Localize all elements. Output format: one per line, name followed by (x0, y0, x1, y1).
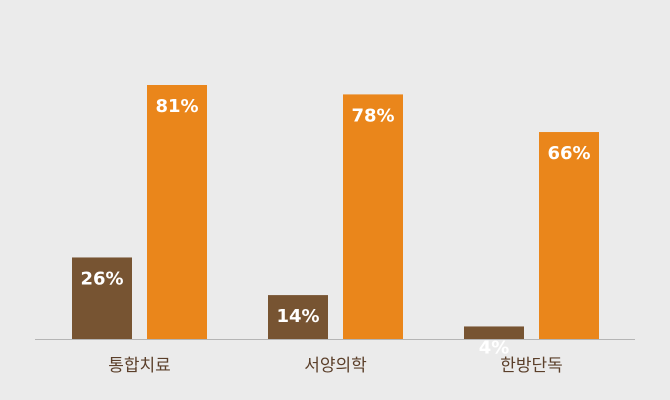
bar (539, 132, 599, 339)
category-label: 통합치료 (108, 356, 171, 376)
value-label: 78% (351, 105, 394, 126)
bar (464, 326, 524, 339)
value-label: 81% (155, 96, 198, 117)
value-label: 66% (547, 143, 590, 164)
bar (147, 85, 207, 339)
bar (343, 94, 403, 339)
value-label: 14% (276, 306, 319, 327)
bar (268, 295, 328, 339)
category-label: 서양의학 (304, 356, 367, 376)
value-label: 4% (479, 337, 510, 358)
value-label: 26% (80, 268, 123, 289)
bar (72, 257, 132, 339)
category-label: 한방단독 (500, 356, 563, 376)
